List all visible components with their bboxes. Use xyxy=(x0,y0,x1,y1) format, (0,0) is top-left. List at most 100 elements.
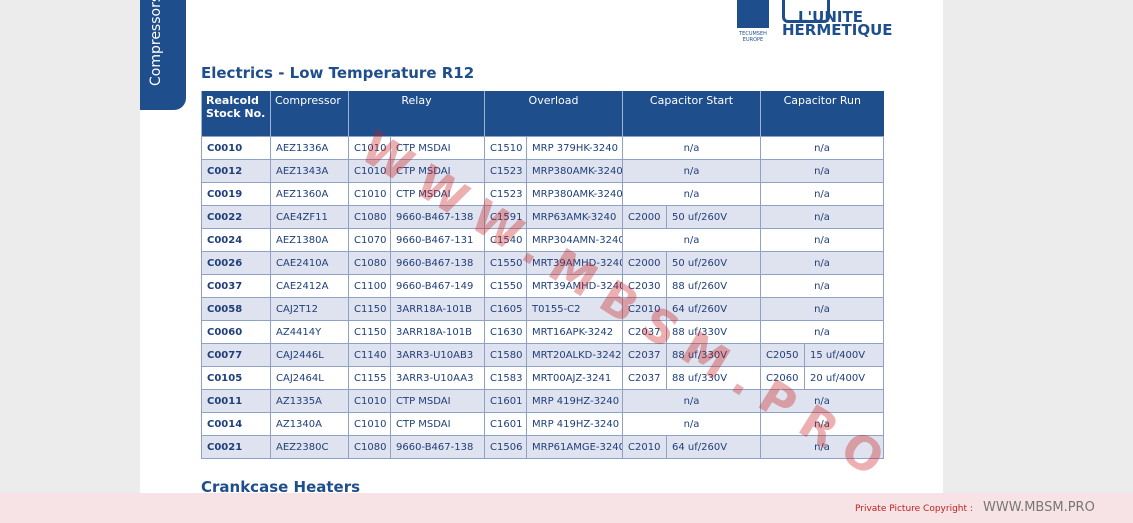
cell: C1140 xyxy=(348,343,391,367)
cell: MRP380AMK-3240 xyxy=(526,182,624,206)
cell: n/a xyxy=(622,159,762,183)
cell: n/a xyxy=(760,159,885,183)
cell: 15 uf/400V xyxy=(804,343,885,367)
table-body: C0010 AEZ1336A C1010 CTP MSDAI C1510 MRP 379H… xyxy=(201,136,885,459)
cell: C1605 xyxy=(484,297,528,321)
cell: C2037 xyxy=(622,366,668,390)
stock-cell: C0077 xyxy=(201,343,271,367)
cell: C1523 xyxy=(484,159,528,183)
cell: n/a xyxy=(760,320,885,344)
cell: CAJ2464L xyxy=(270,366,349,390)
cell: MRT20ALKD-3242 xyxy=(526,343,624,367)
brand-line: L'UNITE xyxy=(798,8,863,26)
table-row: C0021 AEZ2380C C1080 9660-B467-138 C1506 MRP6… xyxy=(201,435,885,459)
table-row: C0058 CAJ2T12 C1150 3ARR18A-101B C1605 T0155-… xyxy=(201,297,885,321)
cell: n/a xyxy=(760,297,885,321)
cell: n/a xyxy=(760,205,885,229)
cell: C2010 xyxy=(622,435,668,459)
cell: C1550 xyxy=(484,251,528,275)
copyright-label: Private Picture Copyright : xyxy=(855,504,973,514)
cell: C1150 xyxy=(348,320,391,344)
table-row: C0037 CAE2412A C1100 9660-B467-149 C1550 MRT3… xyxy=(201,274,885,298)
stock-cell: C0024 xyxy=(201,228,271,252)
side-tab-label: Compressors xyxy=(148,0,164,86)
cell: AZ1340A xyxy=(270,412,349,436)
cell: 50 uf/260V xyxy=(666,251,762,275)
header-cell: Capacitor Run xyxy=(760,91,884,137)
stock-cell: C0021 xyxy=(201,435,271,459)
table-row: C0060 AZ4414Y C1150 3ARR18A-101B C1630 MRT16A… xyxy=(201,320,885,344)
cell: CAJ2T12 xyxy=(270,297,349,321)
stock-cell: C0011 xyxy=(201,389,271,413)
table-row: C0010 AEZ1336A C1010 CTP MSDAI C1510 MRP 379H… xyxy=(201,136,885,160)
cell: C1601 xyxy=(484,389,528,413)
stock-cell: C0019 xyxy=(201,182,271,206)
table-row: C0077 CAJ2446L C1140 3ARR3-U10AB3 C1580 MRT20… xyxy=(201,343,885,367)
cell: 50 uf/260V xyxy=(666,205,762,229)
cell: n/a xyxy=(760,136,885,160)
brand-line: HERMETIQUE xyxy=(782,21,893,39)
cell: AZ4414Y xyxy=(270,320,349,344)
cell: C1080 xyxy=(348,435,391,459)
cell: AEZ1343A xyxy=(270,159,349,183)
cell: 88 uf/330V xyxy=(666,343,762,367)
electrics-table: Realcold Stock No. Compressor Relay Overloa… xyxy=(201,91,885,459)
table-row: C0014 AZ1340A C1010 CTP MSDAI C1601 MRP 419HZ… xyxy=(201,412,885,436)
cell: C1010 xyxy=(348,389,391,413)
cell: n/a xyxy=(760,182,885,206)
stock-cell: C0026 xyxy=(201,251,271,275)
cell: CTP MSDAI xyxy=(389,412,486,436)
cell: CTP MSDAI xyxy=(389,182,486,206)
table-row: C0105 CAJ2464L C1155 3ARR3-U10AA3 C1583 MRT00… xyxy=(201,366,885,390)
tecumseh-logo xyxy=(737,0,769,28)
cell: C2037 xyxy=(622,343,668,367)
cell: n/a xyxy=(760,228,885,252)
side-tab: Compressors xyxy=(140,0,186,110)
table-row: C0022 CAE4ZF11 C1080 9660-B467-138 C1591 MRP6… xyxy=(201,205,885,229)
cell: MRP 419HZ-3240 xyxy=(526,412,624,436)
stock-cell: C0058 xyxy=(201,297,271,321)
brand-logo xyxy=(782,0,830,23)
cell: 9660-B467-138 xyxy=(389,435,486,459)
table-row: C0012 AEZ1343A C1010 CTP MSDAI C1523 MRP380AM… xyxy=(201,159,885,183)
cell: 9660-B467-149 xyxy=(389,274,486,298)
cell: C1540 xyxy=(484,228,528,252)
stock-cell: C0060 xyxy=(201,320,271,344)
cell: MRP61AMGE-3240 xyxy=(526,435,624,459)
cell: MRP380AMK-3240 xyxy=(526,159,624,183)
cell: C1155 xyxy=(348,366,391,390)
cell: 20 uf/400V xyxy=(804,366,885,390)
table-row: C0019 AEZ1360A C1010 CTP MSDAI C1523 MRP380AM… xyxy=(201,182,885,206)
cell: n/a xyxy=(622,136,762,160)
cell: CAE2410A xyxy=(270,251,349,275)
cell: 9660-B467-138 xyxy=(389,205,486,229)
cell: C1510 xyxy=(484,136,528,160)
stock-cell: C0022 xyxy=(201,205,271,229)
stock-cell: C0010 xyxy=(201,136,271,160)
cell: n/a xyxy=(760,435,885,459)
cell: AZ1335A xyxy=(270,389,349,413)
tecumseh-text: TECUMSEH EUROPE xyxy=(739,31,767,43)
header-cell: Compressor xyxy=(270,91,349,137)
cell: MRP 379HK-3240 xyxy=(526,136,624,160)
cell: C1506 xyxy=(484,435,528,459)
cell: C1080 xyxy=(348,205,391,229)
cell: C1070 xyxy=(348,228,391,252)
cell: CAJ2446L xyxy=(270,343,349,367)
cell: 3ARR18A-101B xyxy=(389,297,486,321)
cell: n/a xyxy=(622,182,762,206)
cell: C1591 xyxy=(484,205,528,229)
cell: T0155-C2 xyxy=(526,297,624,321)
cell: 88 uf/260V xyxy=(666,274,762,298)
cell: MRP 419HZ-3240 xyxy=(526,389,624,413)
cell: 64 uf/260V xyxy=(666,297,762,321)
header-row: Realcold Stock No. Compressor Relay Overloa… xyxy=(201,91,884,137)
cell: n/a xyxy=(622,412,762,436)
table-row: C0011 AZ1335A C1010 CTP MSDAI C1601 MRP 419HZ… xyxy=(201,389,885,413)
stock-cell: C0012 xyxy=(201,159,271,183)
stock-cell: C0105 xyxy=(201,366,271,390)
cell: 3ARR3-U10AA3 xyxy=(389,366,486,390)
cell: C2050 xyxy=(760,343,806,367)
cell: 9660-B467-138 xyxy=(389,251,486,275)
